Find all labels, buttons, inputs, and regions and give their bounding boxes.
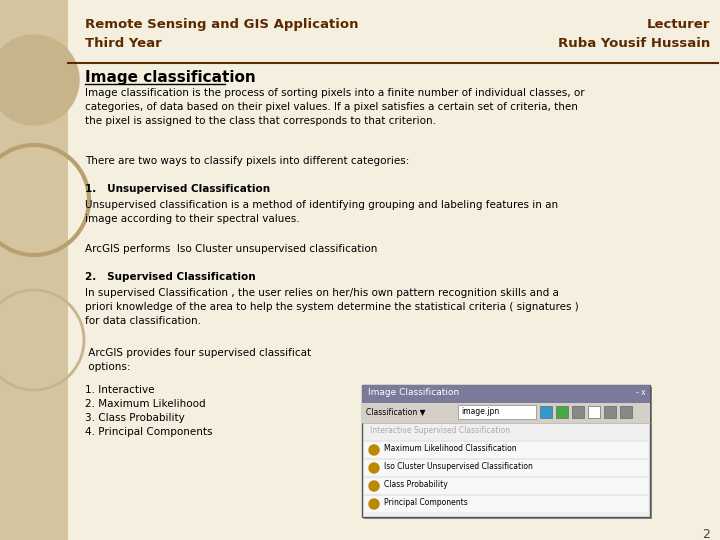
Text: 2: 2: [702, 528, 710, 540]
Text: Principal Components: Principal Components: [384, 498, 468, 507]
Text: Remote Sensing and GIS Application
Third Year: Remote Sensing and GIS Application Third…: [85, 18, 359, 50]
Text: 2.   Supervised Classification: 2. Supervised Classification: [85, 272, 256, 282]
Bar: [604, 406, 616, 418]
Bar: [556, 406, 568, 418]
Text: options:: options:: [85, 362, 130, 372]
Text: 2. Maximum Likelihood: 2. Maximum Likelihood: [85, 399, 206, 409]
Text: In supervised Classification , the user relies on her/his own pattern recognitio: In supervised Classification , the user …: [85, 288, 579, 326]
Bar: [364, 496, 648, 512]
Text: 1. Interactive: 1. Interactive: [85, 385, 155, 395]
Text: - x: - x: [636, 388, 646, 397]
Bar: [364, 442, 648, 458]
Text: 4. Principal Components: 4. Principal Components: [85, 427, 212, 437]
Text: ArcGIS provides four supervised classificat: ArcGIS provides four supervised classifi…: [85, 348, 311, 358]
Text: Image classification is the process of sorting pixels into a finite number of in: Image classification is the process of s…: [85, 88, 585, 126]
Bar: [588, 406, 600, 418]
Text: Image Classification: Image Classification: [368, 388, 459, 397]
Circle shape: [0, 35, 79, 125]
Text: ArcGIS performs  Iso Cluster unsupervised classification: ArcGIS performs Iso Cluster unsupervised…: [85, 244, 377, 254]
Bar: [0, 0, 68, 540]
Text: Lecturer
Ruba Yousif Hussain: Lecturer Ruba Yousif Hussain: [558, 18, 710, 50]
Bar: [362, 403, 650, 423]
Text: Iso Cluster Unsupervised Classification: Iso Cluster Unsupervised Classification: [384, 462, 533, 471]
Text: There are two ways to classify pixels into different categories:: There are two ways to classify pixels in…: [85, 156, 410, 166]
Bar: [364, 460, 648, 476]
Text: image.jpn: image.jpn: [461, 407, 499, 416]
Circle shape: [369, 499, 379, 509]
Bar: [458, 405, 536, 419]
Bar: [540, 406, 552, 418]
Text: Classification ▼: Classification ▼: [366, 407, 426, 416]
Bar: [364, 387, 652, 519]
Bar: [620, 406, 632, 418]
Bar: [362, 385, 650, 403]
Text: 1.   Unsupervised Classification: 1. Unsupervised Classification: [85, 184, 270, 194]
Text: Class Probability: Class Probability: [384, 480, 448, 489]
Circle shape: [369, 481, 379, 491]
Bar: [362, 385, 650, 517]
Text: Interactive Supervised Classification: Interactive Supervised Classification: [370, 426, 510, 435]
Text: Maximum Likelihood Classification: Maximum Likelihood Classification: [384, 444, 517, 453]
Circle shape: [369, 445, 379, 455]
Circle shape: [369, 463, 379, 473]
Text: 3. Class Probability: 3. Class Probability: [85, 413, 185, 423]
Text: Unsupervised classification is a method of identifying grouping and labeling fea: Unsupervised classification is a method …: [85, 200, 558, 224]
Bar: [572, 406, 584, 418]
Bar: [364, 478, 648, 494]
Text: Image classification: Image classification: [85, 70, 256, 85]
